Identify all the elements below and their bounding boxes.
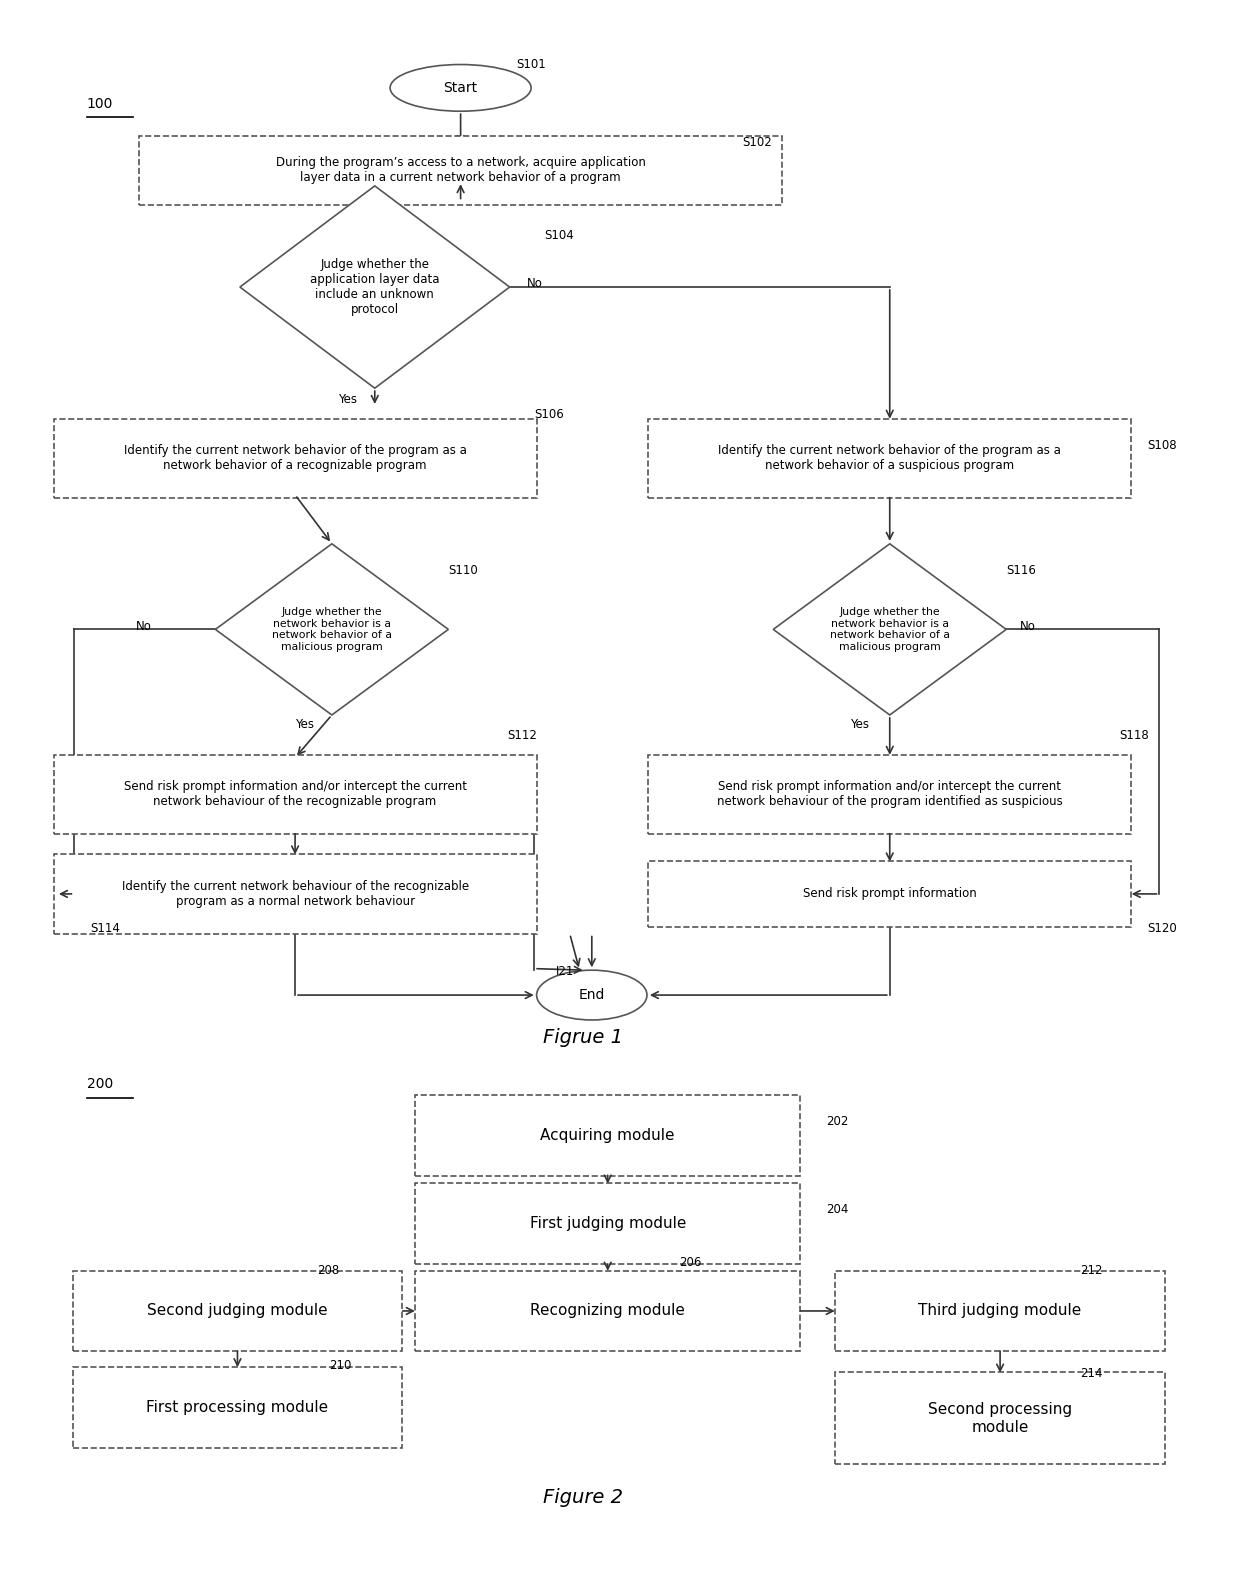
Text: S102: S102 [743,137,773,149]
Text: During the program’s access to a network, acquire application
layer data in a cu: During the program’s access to a network… [275,157,646,184]
Text: 212: 212 [1080,1264,1102,1276]
Text: Yes: Yes [339,392,357,405]
Text: S114: S114 [91,922,120,934]
Text: No: No [527,278,543,290]
Text: 214: 214 [1080,1367,1102,1380]
Text: 200: 200 [87,1077,113,1091]
FancyBboxPatch shape [415,1270,800,1352]
Polygon shape [239,185,510,388]
Text: Figure 2: Figure 2 [543,1488,624,1507]
FancyBboxPatch shape [73,1270,402,1352]
Text: Second judging module: Second judging module [148,1303,327,1319]
FancyBboxPatch shape [836,1372,1166,1465]
Text: I21: I21 [557,966,574,978]
Text: S106: S106 [534,408,564,421]
Text: Recognizing module: Recognizing module [531,1303,686,1319]
Text: Send risk prompt information: Send risk prompt information [802,887,977,901]
Ellipse shape [537,970,647,1020]
Text: Send risk prompt information and/or intercept the current
network behaviour of t: Send risk prompt information and/or inte… [124,780,466,809]
Text: Yes: Yes [851,717,869,730]
Text: No: No [1019,620,1035,633]
FancyBboxPatch shape [53,419,537,498]
Polygon shape [216,543,449,714]
Text: First processing module: First processing module [146,1400,329,1415]
Text: S104: S104 [544,229,574,242]
Text: First judging module: First judging module [529,1217,686,1231]
Ellipse shape [391,64,531,111]
Text: Send risk prompt information and/or intercept the current
network behaviour of t: Send risk prompt information and/or inte… [717,780,1063,809]
Text: Start: Start [444,82,477,94]
Text: S118: S118 [1118,728,1148,741]
FancyBboxPatch shape [649,419,1131,498]
Text: Identify the current network behaviour of the recognizable
program as a normal n: Identify the current network behaviour o… [122,879,469,907]
Text: S112: S112 [507,728,537,741]
Text: Third judging module: Third judging module [919,1303,1081,1319]
Text: Identify the current network behavior of the program as a
network behavior of a : Identify the current network behavior of… [124,444,466,473]
Text: 204: 204 [826,1203,848,1217]
Text: S101: S101 [516,58,546,71]
FancyBboxPatch shape [649,755,1131,834]
Text: S116: S116 [1006,564,1037,576]
Text: Identify the current network behavior of the program as a
network behavior of a : Identify the current network behavior of… [718,444,1061,473]
FancyBboxPatch shape [649,862,1131,926]
Text: 202: 202 [826,1115,848,1127]
Text: Yes: Yes [295,717,314,730]
Text: 100: 100 [87,97,113,111]
FancyBboxPatch shape [139,137,782,204]
Text: S120: S120 [1147,922,1177,934]
Text: No: No [135,620,151,633]
Text: S108: S108 [1147,440,1177,452]
FancyBboxPatch shape [415,1094,800,1176]
Text: Acquiring module: Acquiring module [541,1127,675,1143]
FancyBboxPatch shape [415,1184,800,1264]
FancyBboxPatch shape [73,1367,402,1448]
Text: Figrue 1: Figrue 1 [543,1028,624,1047]
Text: S110: S110 [449,564,479,576]
FancyBboxPatch shape [53,854,537,934]
FancyBboxPatch shape [53,755,537,834]
Text: Second processing
module: Second processing module [928,1402,1073,1435]
Text: End: End [579,988,605,1002]
Text: 206: 206 [678,1256,702,1269]
Text: 208: 208 [317,1264,340,1276]
Text: Judge whether the
application layer data
include an unknown
protocol: Judge whether the application layer data… [310,257,439,316]
Text: Judge whether the
network behavior is a
network behavior of a
malicious program: Judge whether the network behavior is a … [830,608,950,652]
FancyBboxPatch shape [836,1270,1166,1352]
Text: Judge whether the
network behavior is a
network behavior of a
malicious program: Judge whether the network behavior is a … [272,608,392,652]
Polygon shape [774,543,1006,714]
Text: 210: 210 [330,1360,352,1372]
